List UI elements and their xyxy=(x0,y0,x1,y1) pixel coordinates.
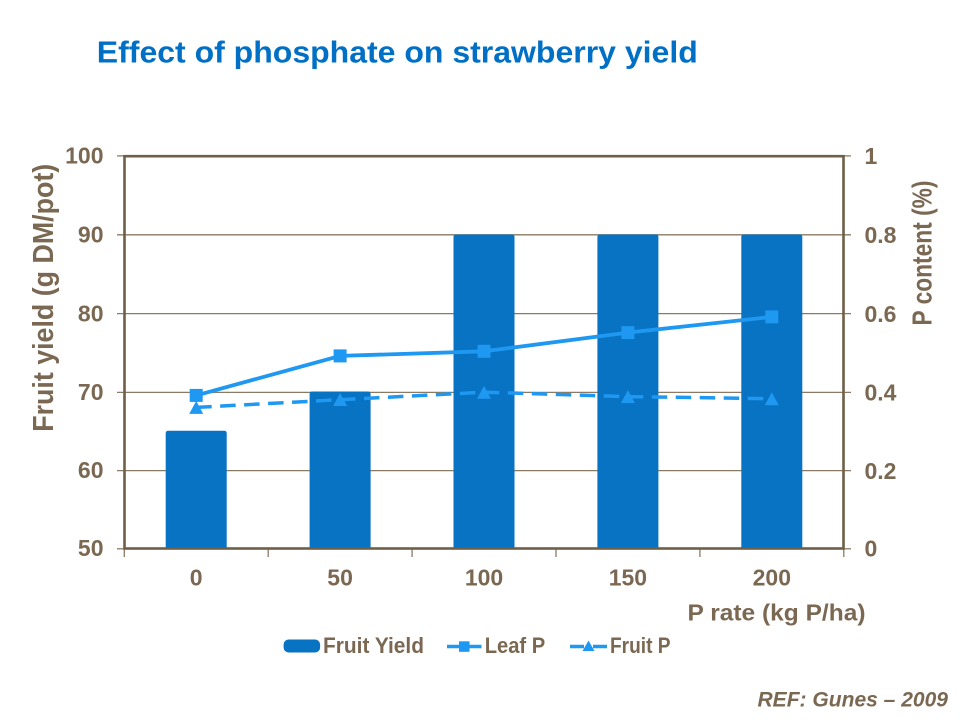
svg-text:Fruit P: Fruit P xyxy=(610,633,671,658)
svg-text:0.4: 0.4 xyxy=(865,380,897,406)
svg-text:100: 100 xyxy=(465,565,503,591)
svg-text:90: 90 xyxy=(78,222,104,248)
svg-text:0.2: 0.2 xyxy=(865,458,897,484)
svg-text:80: 80 xyxy=(78,300,104,326)
svg-text:0: 0 xyxy=(865,536,878,562)
svg-text:Fruit yield (g DM/pot): Fruit yield (g DM/pot) xyxy=(28,164,60,432)
svg-text:0.8: 0.8 xyxy=(865,222,897,248)
svg-text:Leaf P: Leaf P xyxy=(485,633,546,658)
svg-text:1: 1 xyxy=(865,143,878,169)
svg-text:Effect of phosphate on strawbe: Effect of phosphate on strawberry yield xyxy=(97,35,698,69)
svg-text:0: 0 xyxy=(190,565,203,591)
svg-text:60: 60 xyxy=(78,457,104,483)
svg-text:70: 70 xyxy=(78,379,104,405)
svg-text:REF: Gunes – 2009: REF: Gunes – 2009 xyxy=(758,687,949,711)
svg-text:P rate (kg P/ha): P rate (kg P/ha) xyxy=(688,599,866,625)
svg-text:Fruit Yield: Fruit Yield xyxy=(323,633,424,658)
svg-text:100: 100 xyxy=(65,143,103,169)
svg-text:50: 50 xyxy=(78,535,104,561)
svg-text:0.6: 0.6 xyxy=(865,301,897,327)
svg-text:P content (%): P content (%) xyxy=(907,181,938,326)
svg-text:50: 50 xyxy=(327,565,353,591)
svg-text:200: 200 xyxy=(753,565,791,591)
svg-text:150: 150 xyxy=(609,565,647,591)
